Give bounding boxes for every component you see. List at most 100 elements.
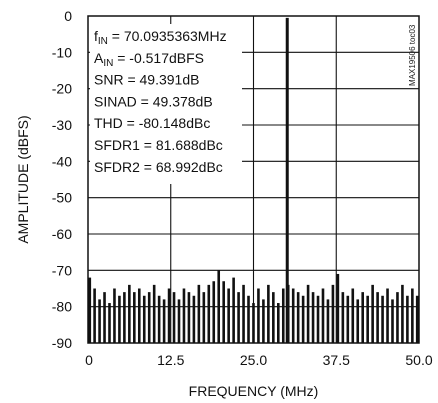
spectrum-bar-29 — [232, 277, 235, 343]
annotation-line-4: THD = -80.148dBc — [94, 115, 210, 131]
y-tick-label-0: 0 — [64, 8, 72, 24]
annotation-line-2: SNR = 49.391dB — [94, 72, 199, 88]
spectrum-bar-43 — [296, 292, 300, 343]
spectrum-bar-47 — [316, 295, 320, 343]
annotation-line-1: AIN = -0.517dBFS — [94, 50, 204, 69]
y-tick-label-8: -80 — [52, 299, 72, 315]
spectrum-bar-33 — [252, 303, 255, 343]
spectrum-bar-19 — [182, 288, 186, 343]
spectrum-bar-10 — [137, 288, 141, 343]
spectrum-bar-64 — [401, 284, 404, 343]
spectrum-bar-25 — [212, 281, 216, 343]
spectrum-bar-13 — [152, 284, 156, 343]
spectrum-bar-67 — [415, 295, 419, 343]
x-tick-label-1: 12.5 — [157, 352, 184, 368]
measurement-annotations: fIN = 70.0935363MHz AIN = -0.517dBFS SNR =… — [94, 28, 227, 175]
y-tick-label-7: -70 — [52, 262, 72, 278]
figure-id-watermark: MAX19506 toc03 — [408, 24, 417, 86]
spectrum-bar-7 — [123, 292, 126, 343]
spectrum-bar-48 — [321, 288, 325, 343]
spectrum-bar-38 — [277, 303, 280, 343]
spectrum-bar-24 — [207, 284, 211, 343]
plot-frame — [87, 15, 420, 344]
spectrum-bar-51 — [336, 273, 340, 343]
spectrum-bar-65 — [406, 295, 409, 343]
annotation-background — [90, 24, 242, 184]
y-tick-label-3: -30 — [52, 117, 72, 133]
x-tick-labels: 0 12.5 25.0 37.5 50.0 — [85, 352, 433, 368]
spectrum-bar-30 — [237, 292, 240, 343]
spectrum-bar-54 — [351, 288, 355, 343]
spectrum-bar-22 — [197, 284, 201, 343]
annotation-line-6: SFDR2 = 68.992dBc — [94, 159, 223, 175]
spectrum-bar-41 — [286, 284, 290, 343]
annotation-box — [90, 24, 242, 184]
spectrum-bar-26 — [217, 270, 221, 343]
spectrum-bar-21 — [192, 295, 196, 343]
spectrum-bar-23 — [202, 292, 206, 343]
spectrum-bar-16 — [167, 288, 171, 343]
spectrum-bar-11 — [142, 295, 146, 343]
spectrum-bar-2 — [98, 299, 101, 343]
spectrum-bar-0 — [88, 277, 92, 343]
spectrum-bar-42 — [291, 288, 295, 343]
spectrum-bar-1 — [93, 288, 96, 343]
spectrum-bar-63 — [396, 292, 399, 343]
y-tick-label-9: -90 — [52, 335, 72, 351]
spectrum-bar-66 — [411, 288, 414, 343]
spectrum-bar-20 — [187, 292, 191, 343]
spectrum-bar-28 — [227, 288, 230, 343]
spectrum-bar-32 — [247, 295, 250, 343]
spectrum-bar-60 — [381, 295, 384, 343]
spectrum-bar-9 — [133, 292, 136, 343]
y-tick-label-4: -40 — [52, 153, 72, 169]
y-tick-label-6: -60 — [52, 226, 72, 242]
spectrum-bar-57 — [366, 295, 369, 343]
y-axis-label: AMPLITUDE (dBFS) — [15, 115, 31, 243]
spectrum-bars — [88, 17, 419, 344]
x-tick-label-4: 50.0 — [405, 352, 432, 368]
x-axis-label: FREQUENCY (MHz) — [189, 383, 319, 399]
spectrum-bar-44 — [301, 295, 305, 343]
spectrum-bar-8 — [128, 284, 131, 343]
annotation-line-3: SINAD = 49.378dB — [94, 93, 213, 109]
spectrum-bar-55 — [356, 299, 360, 343]
spectrum-bar-53 — [346, 295, 350, 343]
annotation-line-0: fIN = 70.0935363MHz — [94, 28, 227, 47]
spectrum-bar-40 — [285, 17, 289, 344]
spectrum-bar-31 — [242, 284, 245, 343]
spectrum-bar-3 — [103, 292, 106, 343]
spectrum-bar-59 — [376, 292, 379, 343]
x-tick-label-2: 25.0 — [240, 352, 267, 368]
spectrum-bar-6 — [118, 295, 121, 343]
spectrum-bar-61 — [386, 288, 389, 343]
spectrum-bar-37 — [272, 292, 275, 343]
spectrum-bar-12 — [147, 292, 151, 343]
spectrum-bar-4 — [108, 303, 111, 343]
spectrum-bar-50 — [331, 284, 335, 343]
spectrum-bar-15 — [162, 299, 166, 343]
y-tick-label-1: -10 — [52, 44, 72, 60]
spectrum-bar-18 — [177, 299, 181, 343]
spectrum-bar-34 — [257, 288, 260, 343]
spectrum-bar-14 — [157, 295, 161, 343]
spectrum-bar-5 — [113, 288, 116, 343]
spectrum-bar-46 — [311, 292, 315, 343]
spectrum-bar-36 — [267, 284, 270, 343]
x-tick-label-3: 37.5 — [323, 352, 350, 368]
spectrum-bar-56 — [361, 292, 365, 343]
spectrum-bar-62 — [391, 299, 394, 343]
spectrum-bar-45 — [306, 284, 310, 343]
spectrum-bar-39 — [281, 288, 285, 343]
spectrum-bar-52 — [341, 292, 345, 343]
x-tick-label-0: 0 — [85, 352, 93, 368]
y-tick-label-2: -20 — [52, 81, 72, 97]
spectrum-bar-35 — [262, 299, 265, 343]
y-tick-label-5: -50 — [52, 190, 72, 206]
spectrum-bar-58 — [371, 284, 374, 343]
annotation-line-5: SFDR1 = 81.688dBc — [94, 137, 223, 153]
spectrum-bar-49 — [326, 299, 330, 343]
y-tick-labels: 0 -10 -20 -30 -40 -50 -60 -70 -80 -90 — [52, 8, 72, 351]
spectrum-bar-27 — [222, 281, 225, 343]
